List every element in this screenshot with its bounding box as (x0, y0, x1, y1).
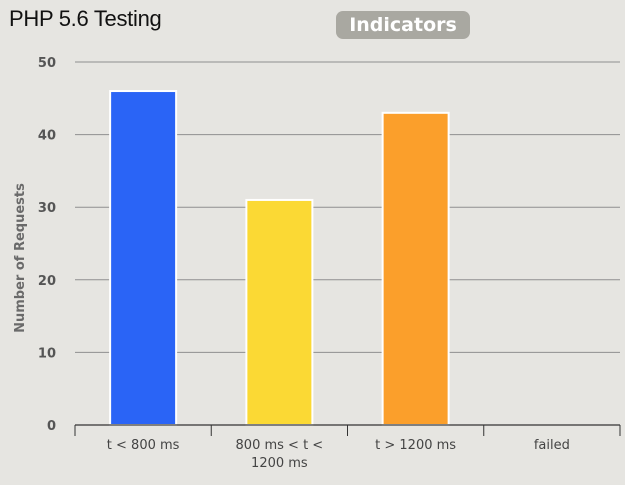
page-title: PHP 5.6 Testing (9, 6, 162, 31)
y-tick-label: 20 (38, 274, 56, 289)
y-tick-label: 10 (38, 346, 56, 361)
y-tick-label: 40 (38, 129, 56, 144)
y-tick-label: 0 (47, 419, 56, 434)
bar[interactable] (109, 90, 178, 426)
tick-labels: 0 10 20 30 40 50 t < 800 ms 800 ms < t <1200 ms… (38, 56, 570, 471)
x-tick-label: t > 1200 ms (375, 438, 456, 453)
x-tick-label: t < 800 ms (107, 438, 180, 453)
y-axis-title: Number of Requests (13, 183, 28, 333)
y-tick-label: 30 (38, 201, 56, 216)
indicators-badge[interactable]: Indicators (336, 11, 470, 39)
bar[interactable] (381, 111, 450, 426)
x-tick-label: failed (534, 438, 570, 453)
x-tick-label: 800 ms < t <1200 ms (236, 438, 324, 471)
y-tick-label: 50 (38, 56, 56, 71)
axes (74, 424, 621, 436)
bars (109, 90, 450, 426)
bar[interactable] (245, 198, 314, 426)
